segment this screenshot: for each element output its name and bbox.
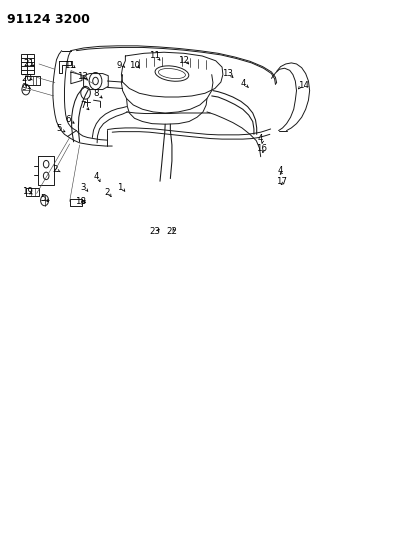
Text: 9: 9: [22, 83, 27, 92]
Text: 14: 14: [298, 81, 309, 90]
Text: 5: 5: [56, 125, 62, 133]
Text: 2: 2: [104, 189, 109, 197]
Text: 3: 3: [80, 183, 86, 192]
Text: 7: 7: [80, 101, 86, 109]
Text: 18: 18: [75, 197, 86, 206]
Text: 19: 19: [21, 188, 33, 196]
Text: 20: 20: [21, 75, 33, 83]
Text: 4: 4: [278, 166, 283, 175]
Text: 12: 12: [178, 56, 189, 64]
Text: 91124 3200: 91124 3200: [7, 13, 90, 26]
Text: 13: 13: [222, 69, 233, 78]
Text: 21: 21: [23, 60, 34, 68]
Text: 12: 12: [77, 72, 88, 81]
Text: 6: 6: [66, 116, 71, 124]
Text: 22: 22: [166, 228, 178, 236]
Text: 11: 11: [149, 51, 160, 60]
Text: 2: 2: [52, 165, 58, 174]
Text: 4: 4: [258, 134, 263, 143]
Text: 1: 1: [117, 183, 123, 192]
Text: 5: 5: [40, 194, 46, 203]
Text: 9: 9: [117, 61, 122, 70]
Text: 16: 16: [256, 144, 267, 152]
Text: 4: 4: [94, 173, 99, 181]
Text: 4: 4: [241, 79, 246, 88]
Text: 8: 8: [94, 90, 99, 98]
Text: 17: 17: [276, 177, 287, 185]
Text: 10: 10: [129, 61, 140, 70]
Text: 23: 23: [149, 228, 160, 236]
Text: 11: 11: [64, 61, 75, 70]
